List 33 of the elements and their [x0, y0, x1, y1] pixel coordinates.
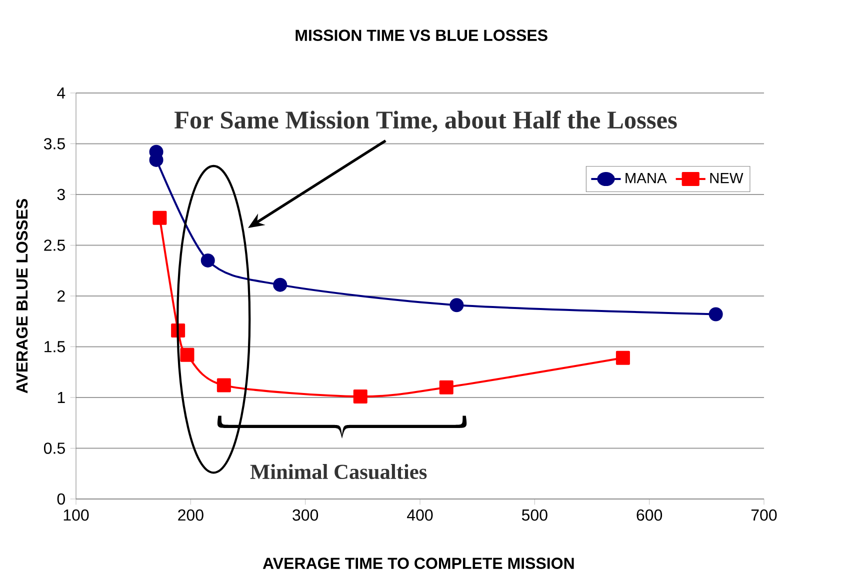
chart-title: MISSION TIME VS BLUE LOSSES: [296, 30, 548, 41]
point: [273, 278, 288, 292]
point: [216, 378, 231, 392]
x-tick-label: 500: [522, 509, 548, 521]
point: [180, 348, 194, 362]
y-tick-label: 2: [58, 290, 65, 302]
x-tick-label: 700: [751, 509, 777, 521]
point: [152, 210, 167, 225]
y-tick-label: 2.5: [44, 240, 65, 251]
point: [200, 253, 215, 268]
x-tick-label: 600: [636, 509, 662, 521]
y-tick-label: 1.5: [44, 341, 65, 352]
point: [353, 389, 368, 404]
point: [450, 298, 464, 312]
x-tick-label: 100: [64, 509, 89, 521]
point: [708, 307, 723, 322]
x-axis-title: AVERAGE TIME TO COMPLETE MISSION: [262, 558, 574, 569]
x-tick-label: 400: [407, 509, 433, 521]
legend-label: NEW: [710, 173, 744, 184]
x-tick-label: 300: [292, 509, 318, 521]
annotation: Minimal Casualties: [250, 464, 427, 480]
y-tick-label: 1: [58, 392, 65, 403]
y-tick-label: 0: [57, 493, 65, 505]
annotation: For Same Mission Time, about Half the Losses: [174, 110, 677, 132]
y-tick-label: 0.5: [44, 442, 65, 454]
legend-label: MANA: [626, 173, 667, 184]
y-tick-label: 3.5: [44, 138, 65, 150]
x-tick-label: 200: [178, 509, 204, 521]
y-tick-label: 4: [57, 87, 66, 98]
y-axis-title: AVERAGE BLUE LOSSES: [16, 198, 28, 394]
point: [616, 350, 630, 365]
y-tick-label: 3: [57, 188, 65, 200]
point: [439, 380, 454, 394]
